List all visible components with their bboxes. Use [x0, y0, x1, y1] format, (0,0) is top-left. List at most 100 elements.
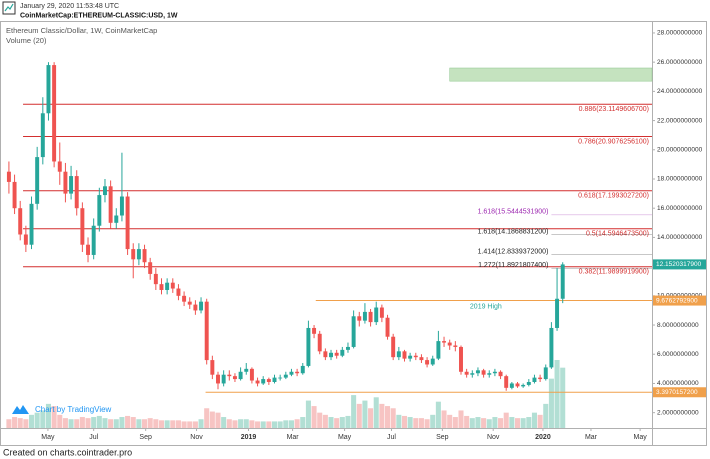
candle-body — [153, 273, 158, 285]
volume-label: Volume (20) — [6, 36, 47, 45]
candle-body — [470, 373, 475, 375]
fib-extension-label: 1.414(12.8339372000) — [478, 248, 549, 255]
candle-body — [210, 360, 215, 375]
candle-body — [442, 341, 447, 343]
candle-body — [408, 355, 413, 359]
candle-body — [509, 383, 514, 388]
candle-body — [538, 377, 543, 380]
volume-bar — [368, 408, 374, 428]
volume-bar — [396, 414, 402, 428]
candle-body — [119, 196, 124, 216]
volume-bar — [413, 418, 419, 428]
candle-body — [532, 377, 537, 382]
volume-bar — [283, 420, 289, 428]
candle-body — [29, 203, 34, 245]
candle-body — [35, 157, 40, 204]
volume-bar — [435, 401, 441, 428]
candle-body — [199, 301, 204, 311]
candle-body — [385, 317, 390, 337]
volume-bar — [356, 403, 362, 428]
volume-bar — [317, 412, 323, 428]
volume-bar — [209, 411, 215, 428]
volume-bar — [385, 406, 391, 428]
volume-bar — [238, 419, 244, 428]
y-tick-label: 20.0000000000 — [657, 147, 703, 154]
candle-body — [521, 384, 526, 387]
volume-bar — [458, 410, 464, 428]
volume-bar — [294, 419, 300, 428]
candle-body — [272, 377, 277, 382]
candle-body — [69, 176, 74, 194]
volume-bar — [430, 414, 436, 428]
y-tick-label: 26.0000000000 — [657, 59, 703, 66]
candle-body — [526, 381, 531, 385]
candle-body — [374, 307, 379, 323]
candle-body — [492, 371, 497, 374]
volume-bar — [175, 420, 181, 428]
volume-bar — [221, 417, 227, 428]
candle-body — [148, 262, 153, 274]
x-tick-label: Jul — [89, 434, 98, 441]
volume-bar — [537, 414, 543, 428]
volume-bar — [498, 418, 504, 428]
candle-body — [464, 371, 469, 375]
header-symbol: CoinMarketCap:ETHEREUM-CLASSIC:USD, 1W — [20, 12, 178, 19]
volume-bar — [379, 403, 385, 428]
candle-body — [80, 208, 85, 245]
fib-level-label: 0.886(23.1149606700) — [579, 106, 649, 113]
volume-bar — [243, 419, 249, 428]
candle-body — [170, 282, 175, 289]
candle-body — [345, 346, 350, 350]
candle-body — [165, 282, 170, 290]
candle-body — [549, 327, 554, 368]
candle-body — [103, 186, 107, 196]
volume-bar — [136, 419, 142, 428]
candle-body — [306, 327, 311, 366]
candle-body — [289, 371, 294, 375]
candle-body — [459, 346, 463, 372]
candle-body — [142, 249, 147, 263]
volume-bar — [12, 417, 18, 428]
candle-body — [436, 341, 441, 359]
volume-bar — [158, 420, 165, 428]
volume-bar — [464, 415, 470, 428]
candle-body — [396, 351, 401, 358]
candle-body — [6, 171, 11, 182]
candle-body — [323, 351, 328, 358]
volume-bar — [339, 417, 345, 428]
volume-bar — [34, 412, 40, 428]
candle-body — [430, 358, 435, 365]
volume-bar — [249, 420, 255, 428]
volume-bar — [469, 418, 475, 428]
volume-bar — [226, 419, 232, 428]
volume-bar — [543, 403, 549, 428]
volume-bar — [119, 417, 125, 428]
tradingview-logo: Chart by TradingView — [12, 405, 112, 414]
volume-bar — [147, 418, 153, 428]
candle-body — [204, 301, 209, 361]
x-tick-label: May — [41, 434, 55, 441]
volume-bar — [23, 419, 29, 428]
branding: Chart by TradingView — [35, 405, 112, 414]
volume-bar — [51, 406, 57, 428]
volume-bar — [514, 418, 521, 428]
volume-bar — [300, 417, 306, 428]
candle-body — [419, 357, 424, 361]
volume-bar — [232, 420, 238, 428]
candle-body — [555, 298, 560, 328]
line-note: 2019 High — [470, 303, 502, 310]
volume-bar — [548, 378, 554, 428]
candle-body — [227, 374, 232, 377]
candle-body — [74, 176, 79, 209]
volume-bar — [481, 418, 487, 428]
volume-bar — [277, 421, 283, 428]
candle-body — [487, 373, 492, 375]
volume-bar — [181, 421, 187, 428]
volume-bar — [334, 418, 340, 428]
volume-bar — [62, 418, 68, 428]
volume-bar — [215, 412, 221, 428]
candle-body — [182, 295, 187, 302]
y-tick-label: 2.0000000000 — [657, 409, 699, 416]
candle-body — [261, 379, 266, 384]
